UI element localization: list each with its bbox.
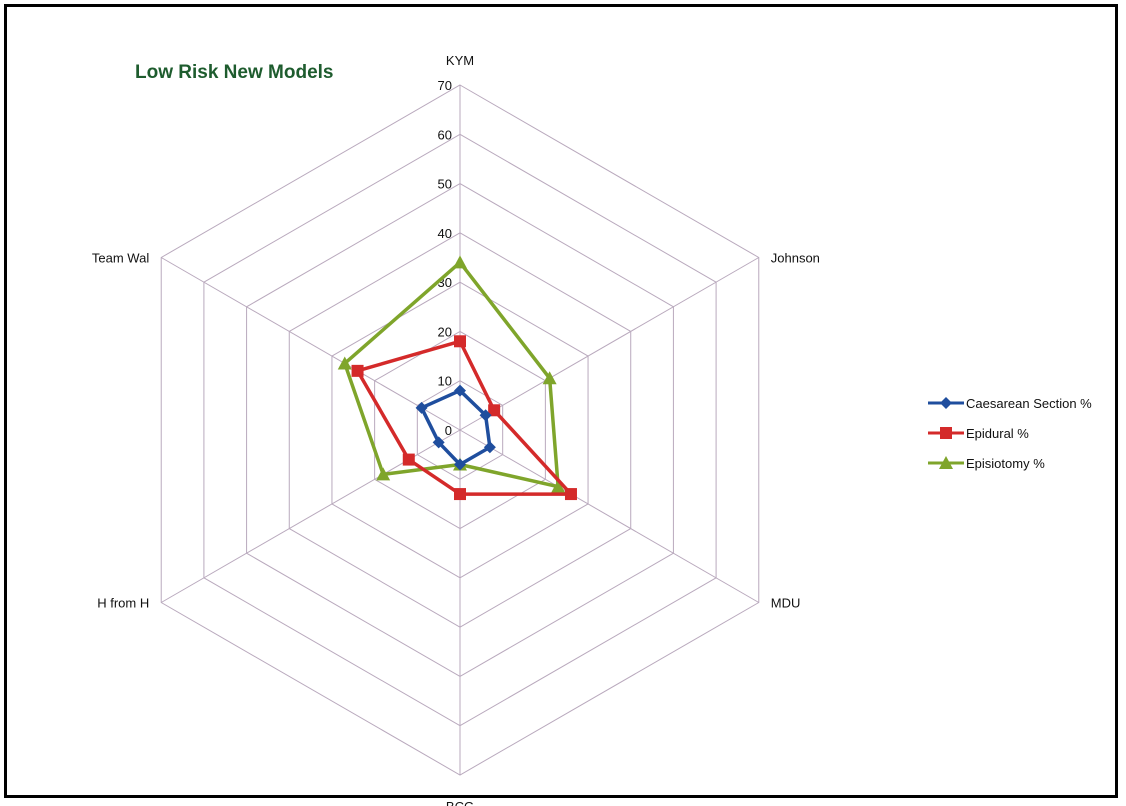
axis-spoke (459, 429, 760, 603)
tick-label: 70 (438, 78, 452, 93)
data-point (454, 335, 466, 348)
data-point (454, 488, 466, 501)
data-point (453, 255, 467, 269)
legend-swatch (928, 456, 964, 469)
data-point (551, 479, 566, 493)
tick-label: 60 (438, 127, 452, 142)
category-label: MDU (771, 596, 801, 611)
category-label: Johnson (771, 251, 820, 266)
series-diamond (415, 384, 496, 471)
data-point (454, 384, 466, 397)
legend-label: Epidural % (966, 425, 1029, 441)
chart-title: Low Risk New Models (135, 62, 334, 83)
radar-grid (160, 84, 760, 776)
legend-item: Epidural % (928, 418, 1092, 448)
data-point (542, 371, 557, 385)
data-point (337, 356, 352, 370)
legend-swatch (928, 397, 964, 409)
category-label: KYM (446, 53, 474, 68)
tick-label: 40 (438, 226, 452, 241)
data-point (488, 404, 501, 417)
data-point (415, 401, 428, 414)
data-point (564, 488, 577, 501)
category-labels: KYM Johnson MDU BCG H from H Team Wal (92, 53, 820, 806)
data-point (402, 453, 415, 466)
legend-swatch (928, 427, 964, 439)
series-square (351, 335, 577, 501)
data-point (940, 397, 952, 409)
data-point (939, 456, 953, 469)
tick-label: 0 (445, 423, 452, 438)
axis-spoke (160, 257, 461, 431)
tick-label: 50 (438, 177, 452, 192)
data-point (351, 364, 364, 377)
data-point (940, 427, 952, 439)
category-label: BCG (446, 799, 474, 806)
legend: Caesarean Section % Epidural % Episiotomy … (928, 388, 1092, 478)
axis-spoke (459, 257, 760, 431)
legend-item: Episiotomy % (928, 448, 1092, 478)
legend-label: Episiotomy % (966, 455, 1045, 471)
data-point (483, 441, 496, 454)
legend-item: Caesarean Section % (928, 388, 1092, 418)
data-point (479, 409, 492, 422)
category-label: H from H (97, 596, 149, 611)
data-point (454, 458, 466, 471)
data-point (376, 467, 391, 481)
legend-label: Caesarean Section % (966, 395, 1092, 411)
axis-spoke (160, 429, 461, 603)
tick-label: 20 (438, 324, 452, 339)
series-layer (337, 255, 577, 501)
data-point (432, 436, 445, 449)
tick-label: 10 (438, 374, 452, 389)
chart-frame (4, 4, 1118, 798)
category-label: Team Wal (92, 251, 149, 266)
